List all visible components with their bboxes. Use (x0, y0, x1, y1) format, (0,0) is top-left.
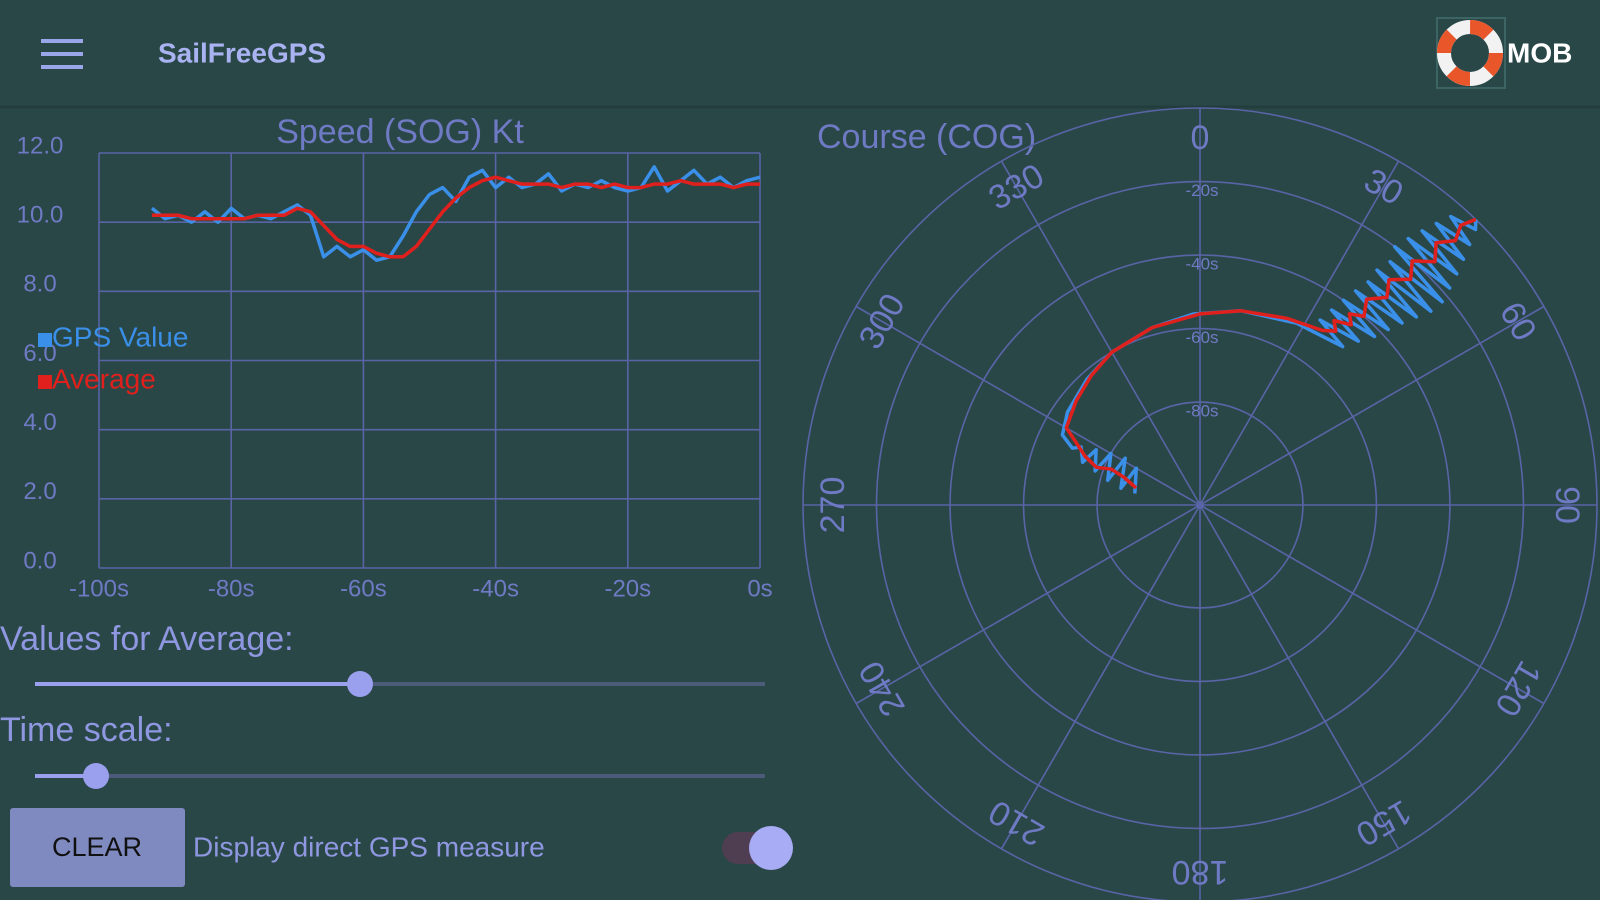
polar-series-line (1064, 217, 1477, 490)
mob-label: MOB (1507, 37, 1572, 68)
slider-thumb (347, 671, 373, 697)
time-scale-label: Time scale: (0, 711, 173, 749)
switch-thumb (749, 826, 793, 870)
average-label: Values for Average: (0, 620, 294, 658)
slider-thumb (83, 763, 109, 789)
theta-tick-label: 180 (1172, 853, 1229, 891)
polar-spoke (855, 305, 1201, 506)
menu-bar (41, 65, 83, 69)
legend-swatch (38, 375, 52, 389)
polar-spoke (1199, 504, 1400, 850)
time-scale-slider[interactable] (35, 763, 765, 789)
legend-swatch (38, 333, 52, 347)
button-label: CLEAR (52, 832, 142, 862)
x-tick-label: -20s (604, 575, 651, 602)
x-tick-label: -100s (69, 575, 129, 602)
legend-label: GPS Value (52, 321, 188, 352)
polar-spoke (855, 504, 1201, 705)
app-title: SailFreeGPS (158, 37, 326, 68)
polar-spoke (1199, 160, 1400, 506)
polar-series-line (1060, 214, 1478, 494)
r-tick-label: -60s (1185, 328, 1218, 347)
course-chart-title: Course (COG) (817, 118, 1036, 156)
theta-tick-label: 90 (1548, 486, 1586, 524)
button-background (10, 808, 185, 887)
theta-tick-label: 270 (814, 477, 852, 534)
y-tick-label: 10.0 (17, 202, 64, 229)
clear-button[interactable]: CLEAR (10, 808, 185, 887)
r-tick-label: -80s (1185, 402, 1218, 421)
lifebuoy-stripes (1437, 20, 1503, 86)
x-tick-label: -80s (208, 575, 255, 602)
legend-label: Average (52, 363, 156, 394)
switch-label: Display direct GPS measure (193, 831, 545, 862)
y-tick-label: 2.0 (23, 478, 56, 505)
x-tick-label: 0s (747, 575, 772, 602)
gps-switch[interactable] (722, 826, 793, 870)
average-slider[interactable] (35, 671, 765, 697)
r-tick-label: -20s (1185, 181, 1218, 200)
y-tick-label: 8.0 (23, 271, 56, 298)
x-tick-label: -40s (472, 575, 519, 602)
theta-tick-label: 0 (1191, 119, 1210, 157)
y-tick-label: 12.0 (17, 132, 64, 159)
polar-spoke (1000, 160, 1201, 506)
x-tick-label: -60s (340, 575, 387, 602)
polar-spoke (1000, 504, 1201, 850)
menu-button[interactable] (41, 39, 83, 69)
y-tick-label: 4.0 (23, 409, 56, 436)
polar-spoke (1199, 504, 1545, 705)
polar-center (1196, 501, 1204, 509)
polar-spoke (1199, 305, 1545, 506)
menu-bar (41, 52, 83, 56)
speed-chart-title: Speed (SOG) Kt (276, 113, 524, 151)
menu-bar (41, 39, 83, 43)
r-tick-label: -40s (1185, 255, 1218, 274)
mob-button[interactable]: MOB (1436, 17, 1572, 89)
y-tick-label: 0.0 (23, 547, 56, 574)
series-line (151, 175, 760, 259)
